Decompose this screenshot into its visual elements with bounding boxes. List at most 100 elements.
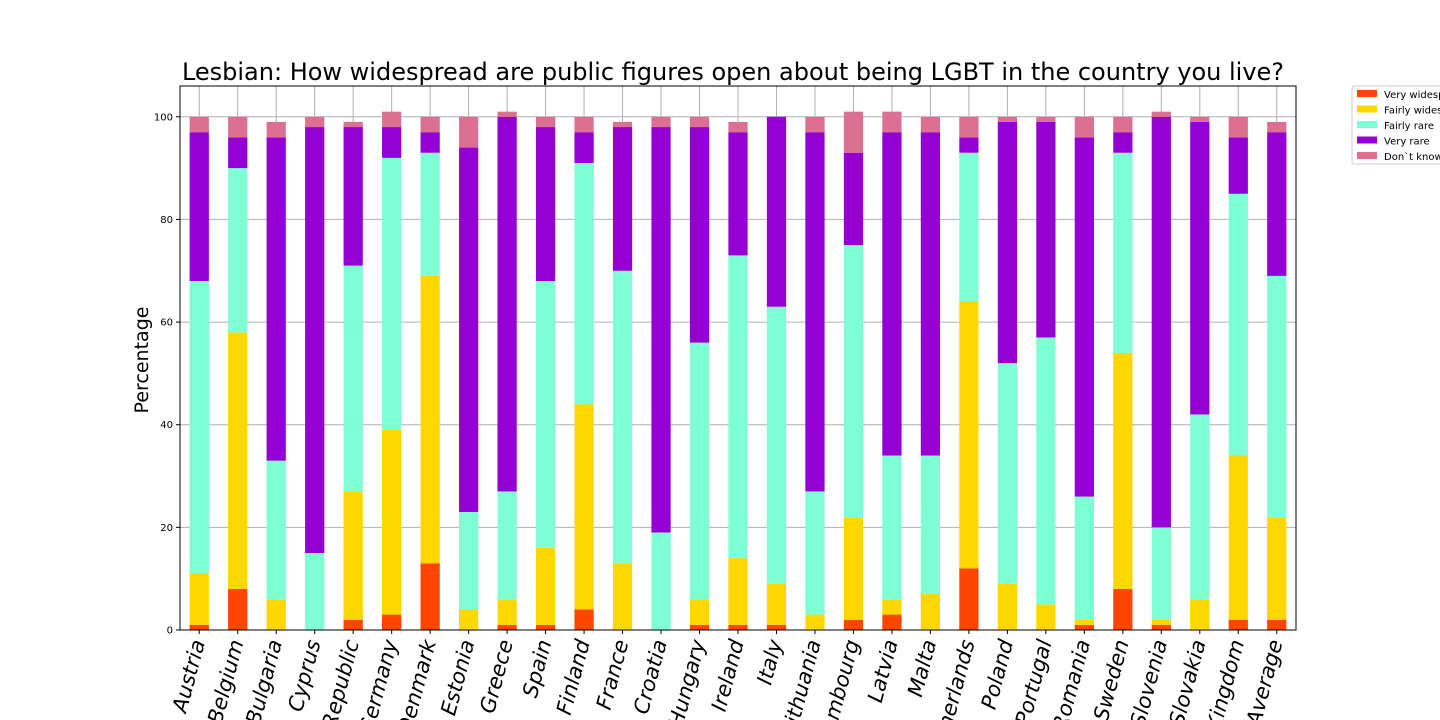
bar-segment-fairly-rare-portugal xyxy=(1036,337,1056,605)
x-axis-ticks: AustriaBelgiumBulgariaCyprusRepublicGerm… xyxy=(167,630,1288,720)
bar-segment-don-t-know-bulgaria xyxy=(266,121,286,138)
bar-segment-very-rare-kingdom xyxy=(1228,137,1248,194)
bar-segment-very-widesp-republic xyxy=(343,619,363,630)
y-tick-label: 40 xyxy=(160,420,173,431)
bar-segment-fairly-wides-hungary xyxy=(689,599,710,625)
bar-segment-fairly-wides-denmark xyxy=(420,275,440,564)
bar-segment-fairly-wides-slovakia xyxy=(1190,599,1210,630)
bar-segment-very-rare-spain xyxy=(535,127,556,282)
bar-segment-very-widesp-greece xyxy=(497,624,517,630)
y-axis-label: Percentage xyxy=(131,307,153,414)
bar-segment-fairly-wides-slovenia xyxy=(1151,619,1171,625)
bar-segment-very-rare-ireland xyxy=(728,132,748,256)
bar-segment-don-t-know-slovakia xyxy=(1190,116,1210,122)
bar-segment-very-rare-finland xyxy=(574,132,594,163)
bar-segment-don-t-know-poland xyxy=(997,116,1017,122)
bar-segment-don-t-know-malta xyxy=(920,116,941,133)
legend-label: Fairly rare xyxy=(1384,121,1434,132)
bar-segment-very-rare-hungary xyxy=(689,127,710,343)
bar-segment-very-rare-denmark xyxy=(420,132,440,153)
bar-segment-fairly-rare-latvia xyxy=(882,455,902,600)
bar-segment-very-widesp-italy xyxy=(766,624,787,630)
bar-segment-don-t-know-netherlands xyxy=(959,116,979,138)
bar-segment-very-rare-austria xyxy=(189,132,209,282)
x-tick-label: Finland xyxy=(552,636,595,717)
bar-segment-very-widesp-netherlands xyxy=(959,568,979,630)
bar-segment-fairly-rare-greece xyxy=(497,491,517,600)
bar-segment-very-rare-bulgaria xyxy=(266,137,286,461)
bar-segment-fairly-wides-belgium xyxy=(228,332,248,589)
bar-segment-very-widesp-germany xyxy=(382,614,402,630)
bar-segment-fairly-rare-italy xyxy=(766,306,787,584)
legend-label: Fairly wides xyxy=(1384,106,1440,117)
legend-label: Don`t know xyxy=(1384,151,1440,163)
bar-segment-very-widesp-spain xyxy=(535,624,556,630)
bar-segment-don-t-know-slovenia xyxy=(1151,111,1171,117)
bar-segment-very-rare-italy xyxy=(766,116,787,307)
bar-segment-don-t-know-average xyxy=(1267,121,1287,133)
bar-segment-fairly-wides-spain xyxy=(535,547,556,625)
bar-segment-fairly-wides-kingdom xyxy=(1228,455,1248,620)
bar-segment-fairly-wides-sweden xyxy=(1113,352,1133,589)
x-tick-label: Poland xyxy=(977,636,1019,711)
bar-segment-fairly-rare-slovenia xyxy=(1151,527,1171,620)
bar-segment-very-rare-romania xyxy=(1074,137,1094,497)
bar-segment-very-rare-cyprus xyxy=(305,127,325,554)
bar-segment-don-t-know-romania xyxy=(1074,116,1094,138)
bar-segment-very-rare-croatia xyxy=(651,127,671,533)
bar-segment-very-rare-france xyxy=(612,127,633,271)
bar-segment-very-widesp-ireland xyxy=(728,624,748,630)
y-tick-label: 0 xyxy=(167,626,173,637)
bar-segment-fairly-rare-bulgaria xyxy=(266,460,286,600)
x-tick-label: Portugal xyxy=(1011,637,1057,720)
x-tick-label: Spain xyxy=(518,637,556,700)
bar-segment-very-widesp-romania xyxy=(1074,624,1094,630)
x-tick-label: Hungary xyxy=(664,637,711,720)
legend-label: Very widesp xyxy=(1384,90,1440,101)
legend: Very widesp Fairly wides Fairly rare Very r… xyxy=(1351,85,1440,165)
x-tick-label: Austria xyxy=(167,637,210,717)
bar-segment-fairly-wides-latvia xyxy=(882,599,902,615)
bar-segment-fairly-wides-average xyxy=(1267,517,1287,620)
bar-segment-don-t-know-estonia xyxy=(459,116,479,148)
bar-segment-fairly-rare-belgium xyxy=(228,168,248,333)
bar-segment-fairly-wides-ireland xyxy=(728,558,748,625)
x-tick-label: Romania xyxy=(1048,637,1095,720)
y-tick-label: 60 xyxy=(160,318,173,329)
bar-segment-very-widesp-denmark xyxy=(420,563,440,630)
bar-segment-very-rare-estonia xyxy=(459,147,479,512)
bar-segment-very-rare-slovenia xyxy=(1151,116,1171,528)
bar-segment-fairly-rare-kingdom xyxy=(1228,193,1248,456)
bar-segment-fairly-rare-germany xyxy=(382,157,402,430)
x-tick-label: Greece xyxy=(475,637,518,716)
bar-segment-fairly-wides-republic xyxy=(343,491,363,620)
bar-segment-fairly-wides-austria xyxy=(189,573,209,625)
bar-segment-fairly-rare-cyprus xyxy=(305,553,325,630)
bar-segment-don-t-know-hungary xyxy=(689,116,710,128)
x-tick-label: Slovakia xyxy=(1165,637,1211,720)
bar-segment-fairly-wides-germany xyxy=(382,429,402,615)
legend-label: Very rare xyxy=(1384,137,1430,148)
chart-title: Lesbian: How widespread are public figur… xyxy=(182,58,1284,86)
legend-swatch xyxy=(1357,105,1377,113)
x-tick-label: Republic xyxy=(317,637,364,720)
x-tick-label: Croatia xyxy=(629,637,672,717)
bar-segment-fairly-rare-slovakia xyxy=(1190,414,1210,600)
bar-segment-very-widesp-average xyxy=(1267,619,1287,630)
x-tick-label: Latvia xyxy=(863,637,903,705)
bar-segment-fairly-wides-romania xyxy=(1074,619,1094,625)
bar-segment-fairly-rare-ireland xyxy=(728,255,748,559)
bar-segment-fairly-wides-france xyxy=(612,563,633,630)
x-tick-label: France xyxy=(592,637,634,712)
bar-segment-don-t-know-cyprus xyxy=(305,116,325,128)
bar-segment-fairly-wides-malta xyxy=(920,594,941,630)
bar-segment-fairly-rare-poland xyxy=(997,363,1017,584)
bar-segment-very-widesp-luxembourg xyxy=(843,619,864,630)
bar-segment-fairly-rare-denmark xyxy=(420,152,440,276)
bar-segment-very-rare-germany xyxy=(382,127,402,158)
x-tick-label: Bulgaria xyxy=(241,637,287,720)
bar-segment-fairly-rare-austria xyxy=(189,281,209,574)
bar-segment-don-t-know-france xyxy=(612,121,633,128)
bar-segment-very-rare-lithuania xyxy=(805,132,825,492)
